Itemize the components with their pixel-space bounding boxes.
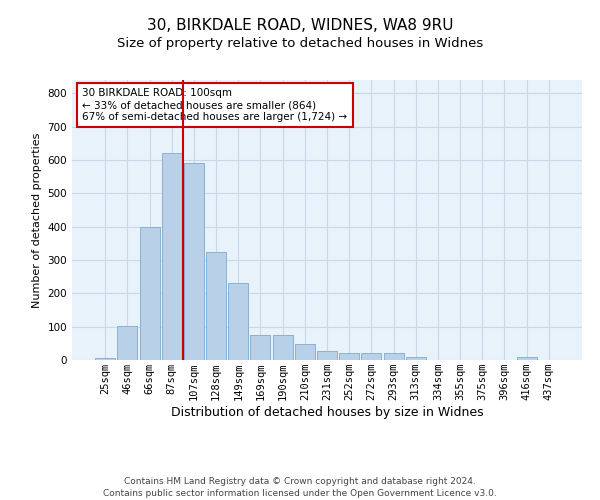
Bar [295, 344, 315, 360]
Bar [406, 356, 426, 360]
Bar [162, 154, 182, 360]
Text: 30 BIRKDALE ROAD: 100sqm
← 33% of detached houses are smaller (864)
67% of semi-: 30 BIRKDALE ROAD: 100sqm ← 33% of detach… [82, 88, 347, 122]
Bar [118, 326, 137, 360]
Text: 30, BIRKDALE ROAD, WIDNES, WA8 9RU: 30, BIRKDALE ROAD, WIDNES, WA8 9RU [147, 18, 453, 32]
Bar [317, 350, 337, 360]
Bar [228, 284, 248, 360]
Bar [206, 252, 226, 360]
Bar [383, 354, 404, 360]
Bar [339, 354, 359, 360]
Bar [95, 358, 115, 360]
Bar [250, 335, 271, 360]
Y-axis label: Number of detached properties: Number of detached properties [32, 132, 42, 308]
Text: Contains HM Land Registry data © Crown copyright and database right 2024.
Contai: Contains HM Land Registry data © Crown c… [103, 476, 497, 498]
Bar [361, 354, 382, 360]
Bar [140, 226, 160, 360]
Bar [184, 162, 204, 360]
Bar [272, 335, 293, 360]
Text: Size of property relative to detached houses in Widnes: Size of property relative to detached ho… [117, 38, 483, 51]
X-axis label: Distribution of detached houses by size in Widnes: Distribution of detached houses by size … [170, 406, 484, 419]
Bar [517, 356, 536, 360]
